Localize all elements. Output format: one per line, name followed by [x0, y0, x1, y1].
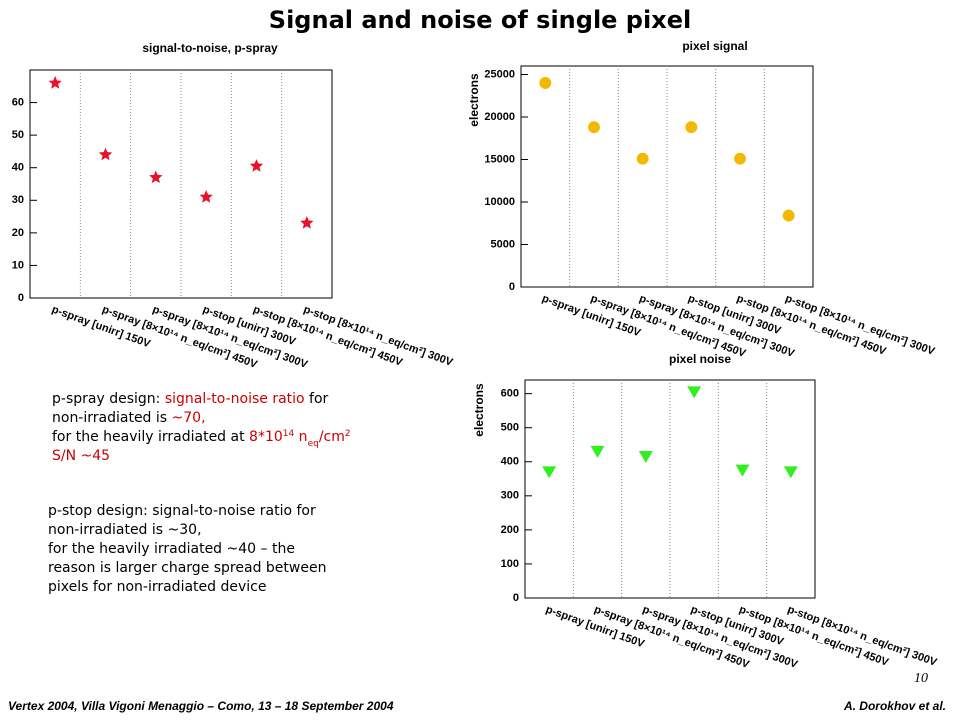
data-point [782, 209, 795, 222]
paragraph-line: for the heavily irradiated at 8*1014 neq… [52, 429, 351, 449]
paragraph-line: non-irradiated is ~30, [48, 522, 202, 538]
data-point [590, 445, 605, 458]
text-segment: signal-to-noise ratio [165, 391, 305, 407]
y-tick-label: 10 [12, 259, 24, 271]
y-tick-label: 0 [513, 592, 519, 604]
text-segment: for the heavily irradiated ~40 – the [48, 541, 295, 557]
y-axis-label: electrons [467, 73, 481, 127]
y-axis-label: electrons [472, 383, 486, 437]
y-tick-label: 500 [501, 422, 519, 434]
text-segment: 2 [345, 429, 351, 439]
y-tick-label: 300 [501, 490, 519, 502]
chart-title: pixel noise [669, 352, 731, 366]
data-point [539, 77, 552, 89]
y-tick-label: 400 [501, 456, 519, 468]
y-tick-label: 20000 [484, 111, 515, 123]
paragraph-line: p-spray design: signal-to-noise ratio fo… [52, 391, 329, 407]
data-point [783, 466, 798, 479]
text-segment: /cm [319, 429, 345, 445]
text-segment: ~70, [172, 410, 206, 426]
text-segment: non-irradiated is ~30, [48, 522, 202, 538]
data-point [199, 190, 213, 203]
data-point [98, 147, 113, 161]
data-point [638, 451, 653, 463]
data-point [685, 121, 698, 134]
y-tick-label: 600 [501, 388, 519, 400]
text-segment: eq [308, 439, 319, 449]
text-segment: p-stop design: signal-to-noise ratio for [48, 503, 316, 519]
data-point [636, 152, 649, 165]
y-tick-label: 100 [501, 558, 519, 570]
text-segment: non-irradiated is [52, 410, 172, 426]
y-tick-label: 0 [18, 292, 24, 304]
text-segment: for the heavily irradiated at [52, 429, 249, 445]
y-tick-label: 0 [509, 281, 515, 293]
text-segment: 14 [283, 429, 295, 439]
y-tick-label: 200 [501, 524, 519, 536]
data-point [48, 76, 62, 89]
paragraph-line: non-irradiated is ~70, [52, 410, 206, 426]
data-point [687, 386, 702, 399]
data-point [249, 159, 264, 172]
text-segment: n [294, 429, 307, 445]
data-point [542, 466, 557, 479]
y-tick-label: 50 [12, 129, 24, 141]
y-tick-label: 20 [12, 227, 24, 239]
text-segment: p-spray design: [52, 391, 165, 407]
y-tick-label: 5000 [491, 238, 515, 250]
text-segment: reason is larger charge spread between [48, 560, 326, 576]
chart-title: signal-to-noise, p-spray [142, 41, 278, 55]
text-segment: 8*10 [249, 429, 283, 445]
data-point [735, 464, 750, 477]
text-segment: for [305, 391, 329, 407]
paragraph-line: reason is larger charge spread between [48, 560, 326, 576]
text-segment: S/N ~45 [52, 448, 110, 464]
page-number: 10 [914, 671, 928, 686]
paragraph-line: for the heavily irradiated ~40 – the [48, 541, 295, 557]
text-segment: pixels for non-irradiated device [48, 579, 266, 595]
y-tick-label: 15000 [484, 153, 515, 165]
data-point [300, 216, 314, 229]
data-point [734, 152, 746, 165]
paragraph-line: S/N ~45 [52, 448, 110, 464]
y-tick-label: 10000 [484, 196, 515, 208]
footer-left: Vertex 2004, Villa Vigoni Menaggio – Com… [8, 699, 394, 713]
paragraph-line: pixels for non-irradiated device [48, 579, 266, 595]
chart-title: pixel signal [682, 39, 747, 53]
y-tick-label: 30 [12, 194, 24, 206]
data-point [588, 121, 600, 134]
y-tick-label: 60 [12, 96, 24, 108]
footer-right: A. Dorokhov et al. [843, 699, 946, 713]
paragraph-line: p-stop design: signal-to-noise ratio for [48, 503, 316, 519]
data-point [149, 170, 163, 184]
slide-title: Signal and noise of single pixel [269, 6, 691, 34]
y-tick-label: 40 [12, 162, 24, 174]
y-tick-label: 25000 [484, 68, 515, 80]
